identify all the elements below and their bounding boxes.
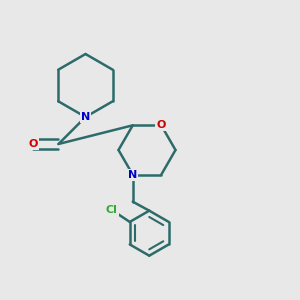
Text: O: O — [157, 120, 166, 130]
Text: Cl: Cl — [106, 205, 118, 215]
Text: N: N — [128, 170, 137, 180]
Text: O: O — [28, 139, 38, 149]
Text: N: N — [81, 112, 90, 122]
